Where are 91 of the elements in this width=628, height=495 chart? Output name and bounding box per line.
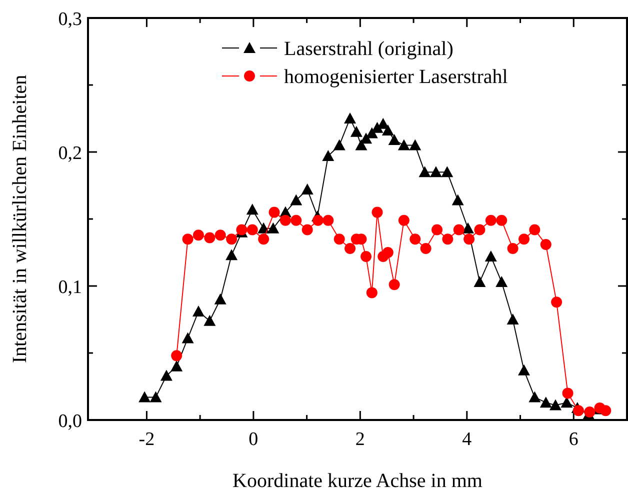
point — [372, 206, 383, 218]
point — [204, 232, 216, 244]
point — [528, 391, 541, 402]
point — [540, 238, 552, 250]
point — [160, 370, 172, 381]
point — [388, 134, 400, 145]
point — [551, 296, 562, 308]
point — [420, 242, 432, 254]
point — [350, 126, 362, 137]
point — [452, 194, 464, 206]
point — [322, 214, 334, 226]
point — [518, 364, 530, 376]
point — [600, 405, 612, 416]
point — [464, 234, 475, 245]
point — [430, 166, 442, 178]
point — [312, 214, 324, 226]
point — [302, 224, 313, 236]
y-tick-label: 0,3 — [58, 9, 82, 30]
point — [496, 214, 508, 226]
point — [453, 224, 464, 236]
point — [182, 234, 194, 245]
point — [572, 405, 584, 416]
y-axis-title: Intensität in willkürlichen Einheiten — [9, 74, 31, 364]
point — [529, 224, 540, 236]
point — [474, 224, 486, 236]
point — [360, 251, 372, 262]
point — [366, 287, 378, 298]
point — [518, 234, 530, 245]
point — [388, 279, 400, 290]
point — [560, 396, 573, 408]
x-tick-label: 2 — [355, 429, 365, 450]
point — [334, 234, 345, 245]
x-axis-title: Koordinate kurze Achse in mm — [232, 470, 483, 492]
point — [280, 214, 291, 226]
point — [549, 399, 562, 410]
point — [474, 276, 486, 287]
point — [507, 242, 518, 254]
point — [441, 166, 454, 178]
point — [258, 234, 270, 245]
point — [432, 224, 443, 236]
point — [138, 391, 151, 402]
point — [301, 184, 314, 195]
point — [150, 391, 162, 402]
point — [418, 166, 431, 178]
x-tick-label: -2 — [138, 429, 155, 450]
point — [258, 222, 270, 234]
point — [398, 139, 410, 150]
legend-label: homogenisierter Laserstrahl — [284, 66, 508, 88]
point — [344, 242, 356, 254]
point — [214, 293, 226, 304]
x-tick-label: 0 — [248, 429, 258, 450]
y-tick-label: 0,2 — [58, 143, 82, 164]
point — [204, 314, 216, 326]
point — [290, 194, 302, 206]
legend-label: Laserstrahl (original) — [284, 38, 454, 60]
point — [333, 139, 346, 150]
point — [226, 234, 238, 245]
point — [584, 406, 596, 418]
point — [484, 250, 497, 262]
point — [409, 139, 422, 150]
point — [382, 124, 394, 136]
point — [171, 350, 182, 362]
point — [506, 314, 519, 324]
point — [442, 234, 454, 245]
point — [344, 112, 356, 124]
point — [268, 206, 280, 218]
point — [410, 234, 421, 245]
point — [540, 396, 552, 408]
point — [246, 204, 258, 215]
point — [290, 214, 302, 226]
point — [398, 214, 410, 226]
point — [562, 388, 574, 399]
point — [214, 230, 226, 241]
y-tick-label: 0,0 — [58, 411, 82, 432]
point — [355, 139, 368, 150]
x-tick-label: 6 — [568, 429, 578, 450]
x-tick-label: 4 — [462, 429, 472, 450]
y-tick-label: 0,1 — [58, 277, 82, 298]
point — [267, 222, 280, 234]
point — [246, 224, 258, 236]
point — [192, 230, 204, 241]
point — [485, 214, 496, 226]
point — [226, 249, 238, 260]
point — [182, 332, 194, 344]
point — [462, 222, 474, 234]
point — [496, 276, 508, 287]
point — [360, 132, 372, 144]
point — [382, 247, 394, 258]
point — [322, 150, 334, 162]
point — [170, 360, 183, 372]
point — [192, 305, 204, 316]
